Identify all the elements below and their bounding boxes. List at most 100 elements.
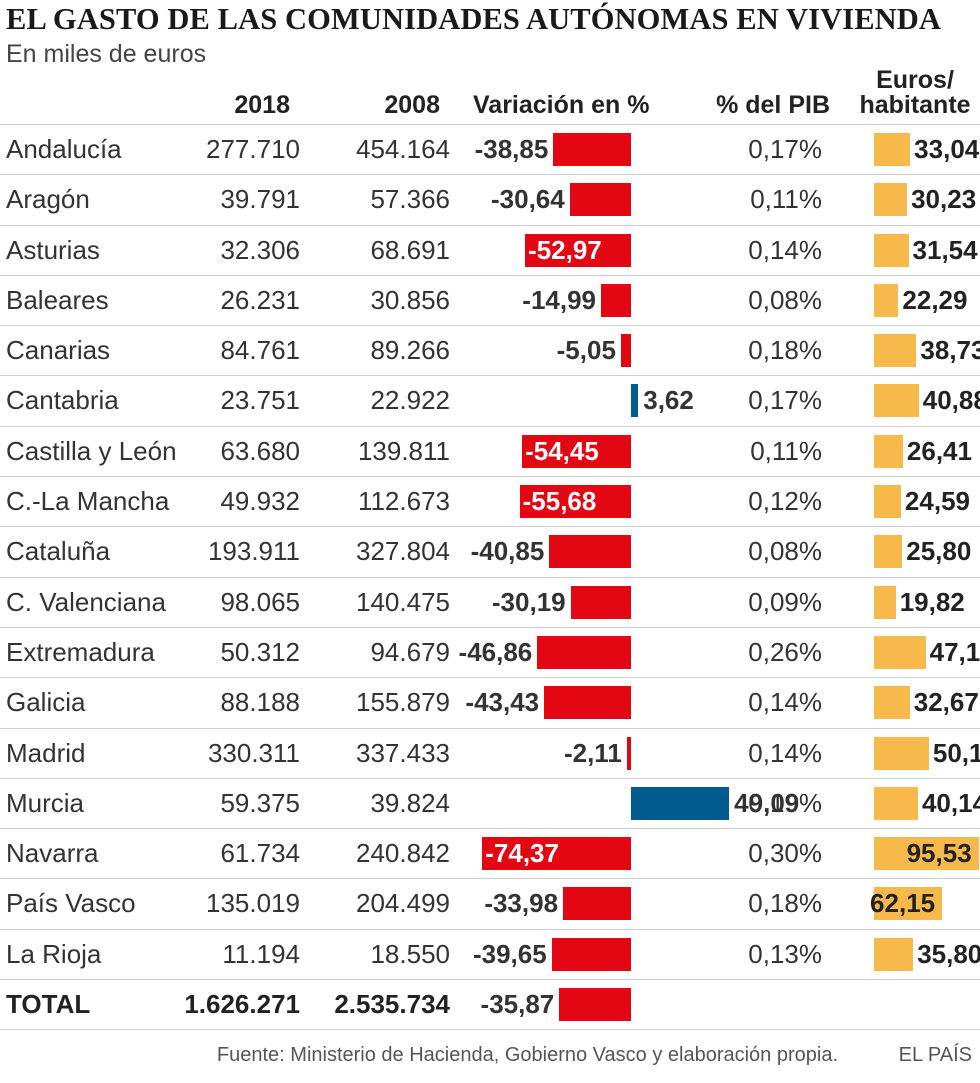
column-header-2008: 2008 [384, 91, 440, 119]
variation-bar [525, 233, 631, 267]
variation-label: -46,86 [458, 636, 533, 667]
region-name: TOTAL [6, 989, 91, 1020]
euros-bar [874, 837, 979, 871]
region-name: La Rioja [6, 938, 102, 969]
value-2018: 330.311 [207, 737, 300, 768]
euros-label: 40,88 [922, 385, 980, 416]
variation-bar [626, 736, 631, 770]
value-2008: 155.879 [356, 687, 450, 718]
euros-label: 25,80 [906, 536, 972, 567]
euros-label: 38,73 [920, 335, 980, 366]
value-2008: 112.673 [357, 486, 450, 517]
euros-label: 50,14 [932, 737, 980, 768]
euros-bar [874, 283, 899, 317]
euros-label: 31,54 [912, 234, 978, 265]
euros-bar [874, 686, 910, 720]
variation-bar [620, 334, 631, 368]
region-name: País Vasco [6, 888, 136, 919]
variation-label: -40,85 [470, 536, 545, 567]
value-2018: 84.761 [220, 335, 300, 366]
euros-label: 95,53 [906, 838, 972, 869]
column-header-euros-line2: habitante [859, 91, 971, 119]
chart-title: EL GASTO DE LAS COMUNIDADES AUTÓNOMAS EN… [6, 2, 942, 36]
variation-label: -30,19 [491, 586, 566, 617]
pib-value: 0,18% [748, 335, 822, 366]
region-name: Cataluña [6, 536, 111, 567]
euros-label: 26,41 [906, 435, 972, 466]
pib-value: 0,08% [748, 536, 822, 567]
variation-bar [551, 937, 631, 971]
value-2008: 57.366 [370, 184, 450, 215]
value-2008: 204.499 [356, 888, 450, 919]
table-row: Andalucía 277.710 454.164 -38,85 0,17% 33,04 [0, 124, 980, 174]
variation-bar [537, 635, 631, 669]
table-row: La Rioja 11.194 18.550 -39,65 0,13% 35,80 [0, 928, 980, 979]
pib-value: 0,14% [748, 737, 822, 768]
pib-value: 0,14% [748, 687, 822, 718]
value-2018: 193.911 [207, 536, 300, 567]
value-2008: 337.433 [356, 737, 450, 768]
value-2018: 63.680 [220, 435, 300, 466]
value-2018: 277.710 [206, 134, 300, 164]
variation-bar [631, 384, 639, 418]
euros-bar [874, 233, 909, 267]
column-header-pib: % del PIB [716, 91, 830, 119]
euros-bar [874, 384, 919, 418]
variation-bar [544, 686, 631, 720]
pib-value: 0,17% [748, 385, 822, 416]
euros-label: 47,14 [929, 636, 980, 667]
euros-bar [874, 535, 903, 569]
variation-label: -33,98 [484, 888, 559, 919]
euros-bar [874, 183, 908, 217]
value-2018: 50.312 [220, 636, 300, 667]
table-row: C.-La Mancha 49.932 112.673 -55,68 0,12% 24,5… [0, 476, 980, 526]
region-name: Extremadura [6, 636, 155, 667]
variation-label: -14,99 [522, 284, 597, 315]
value-2018: 59.375 [220, 787, 300, 818]
table-row: Madrid 330.311 337.433 -2,11 0,14% 50,14 [0, 727, 980, 778]
value-2018: 135.019 [206, 888, 300, 919]
value-2008: 94.679 [370, 636, 450, 667]
value-2008: 139.811 [357, 435, 450, 466]
pib-value: 0,12% [748, 486, 822, 517]
pib-value: 0,11% [750, 435, 822, 466]
euros-label: 35,80 [917, 938, 980, 969]
value-2018: 49.932 [220, 486, 300, 517]
variation-bar [569, 183, 631, 217]
table-row: Extremadura 50.312 94.679 -46,86 0,26% 47,14 [0, 626, 980, 677]
pib-value: 0,08% [748, 284, 822, 315]
euros-label: 40,14 [921, 787, 980, 818]
variation-bar [570, 585, 631, 619]
brand-label: EL PAÍS [898, 1044, 972, 1066]
euros-bar [874, 887, 943, 921]
region-name: Castilla y León [6, 435, 177, 466]
variation-bar [522, 434, 631, 468]
pib-value: 0,17% [748, 134, 822, 164]
region-name: Canarias [6, 335, 111, 366]
pib-value: 0,09% [748, 586, 822, 617]
variation-label: -2,11 [563, 737, 622, 768]
value-2008: 140.475 [356, 586, 450, 617]
value-2008: 454.164 [356, 134, 450, 164]
pib-value: 0,30% [748, 838, 822, 869]
source-note: Fuente: Ministerio de Hacienda, Gobierno… [216, 1044, 838, 1066]
value-2018: 88.188 [220, 687, 300, 718]
region-name: Baleares [6, 284, 109, 315]
euros-bar [874, 937, 914, 971]
euros-label: 62,15 [870, 888, 936, 919]
euros-bar [874, 133, 911, 166]
variation-label: -30,64 [491, 184, 565, 215]
pib-value: 0,26% [748, 636, 822, 667]
euros-label: 32,67 [913, 687, 979, 718]
pib-value: 0,13% [748, 938, 822, 969]
table-row: Canarias 84.761 89.266 -5,05 0,18% 38,73 [0, 325, 980, 375]
variation-label: -38,85 [474, 134, 549, 164]
data-table: Andalucía 277.710 454.164 -38,85 0,17% 33,04 A… [0, 124, 980, 1031]
table-row: Murcia 59.375 39.824 49,09 0,19% 40,14 [0, 777, 980, 828]
variation-label: -39,65 [472, 938, 547, 969]
value-2008: 22.922 [370, 385, 450, 416]
column-header-2018: 2018 [234, 91, 290, 119]
table-row: Asturias 32.306 68.691 -52,97 0,14% 31,54 [0, 224, 980, 275]
table-row: Galicia 88.188 155.879 -43,43 0,14% 32,67 [0, 677, 980, 727]
table-row: País Vasco 135.019 204.499 -33,98 0,18% 62,15 [0, 878, 980, 928]
